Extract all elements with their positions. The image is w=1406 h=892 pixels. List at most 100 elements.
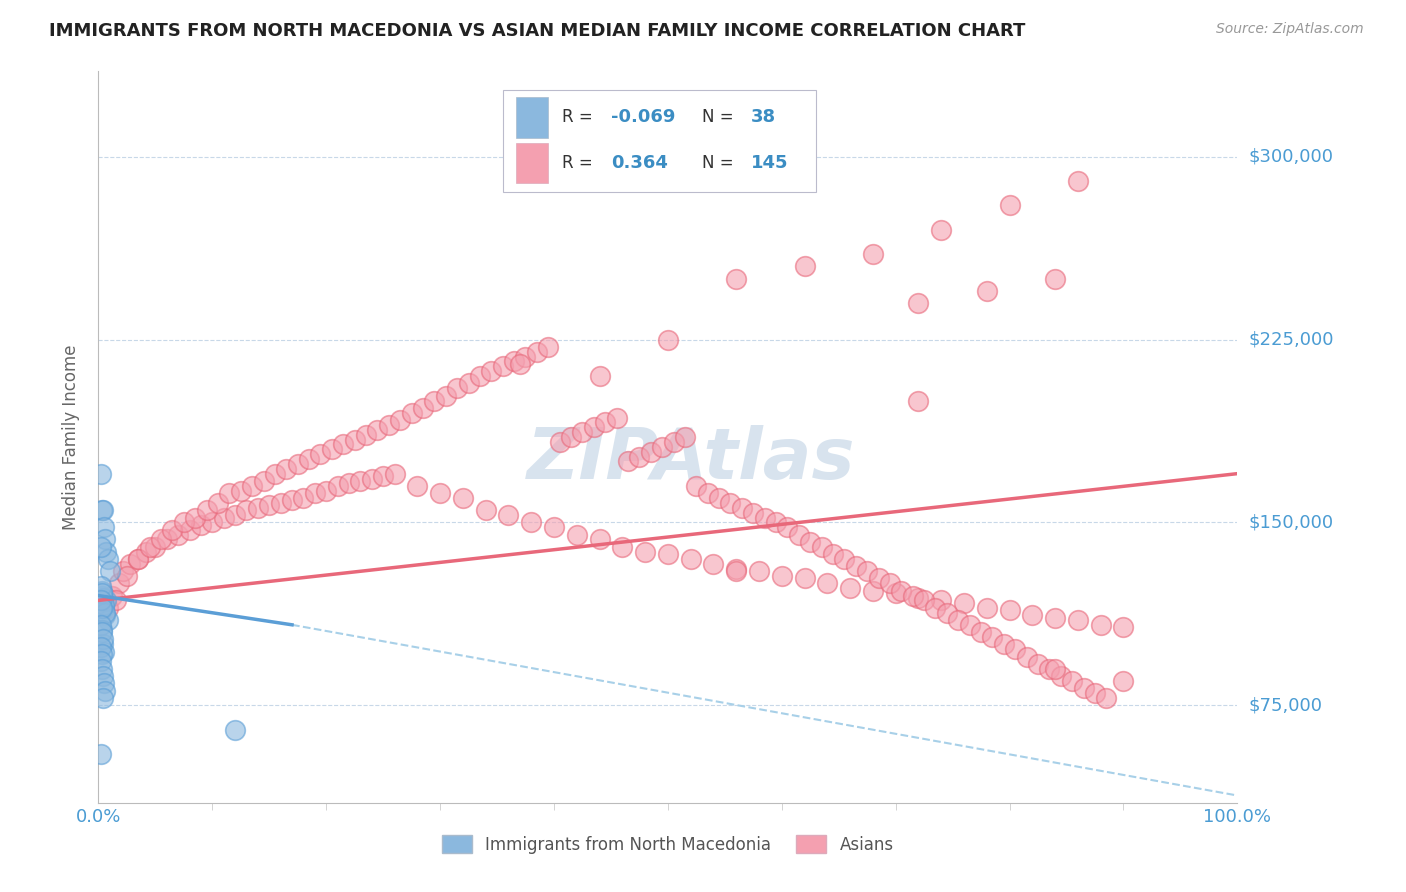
Point <box>1026 657 1049 671</box>
Point <box>91 503 114 517</box>
Point <box>90 583 112 598</box>
Text: 145: 145 <box>751 153 789 172</box>
Point <box>571 425 593 440</box>
Point <box>1062 673 1084 688</box>
Point <box>406 479 429 493</box>
Point <box>108 576 131 591</box>
Point <box>707 491 730 505</box>
Point <box>948 613 970 627</box>
Point <box>354 427 377 442</box>
Point <box>91 632 114 647</box>
Point <box>104 593 127 607</box>
Point <box>179 523 201 537</box>
Text: 0.364: 0.364 <box>612 153 668 172</box>
Point <box>240 479 263 493</box>
Point <box>839 581 862 595</box>
Point <box>862 247 884 261</box>
Point <box>1004 642 1026 657</box>
Point <box>94 608 117 623</box>
Point <box>246 500 269 515</box>
Point <box>195 503 218 517</box>
Point <box>548 434 571 449</box>
Point <box>127 552 149 566</box>
Point <box>93 600 115 615</box>
Point <box>834 552 856 566</box>
Point <box>1021 608 1043 623</box>
Point <box>856 564 879 578</box>
Point <box>91 669 114 683</box>
Point <box>1090 617 1112 632</box>
Point <box>776 520 799 534</box>
Point <box>252 474 274 488</box>
Point <box>582 420 605 434</box>
Point <box>90 623 112 637</box>
Point <box>998 198 1021 212</box>
Point <box>1067 174 1090 188</box>
Point <box>156 533 179 547</box>
Point <box>1043 271 1066 285</box>
Point <box>91 591 114 605</box>
Point <box>657 333 679 347</box>
Point <box>912 593 935 607</box>
Point <box>1043 610 1066 624</box>
Point <box>304 486 326 500</box>
Point <box>150 533 173 547</box>
Point <box>429 486 451 500</box>
Point <box>810 540 832 554</box>
Point <box>770 569 793 583</box>
Point <box>907 591 929 605</box>
Point <box>90 617 112 632</box>
Point <box>287 457 309 471</box>
Bar <box>516 97 548 137</box>
Point <box>96 544 118 558</box>
Point <box>315 483 337 498</box>
Text: $300,000: $300,000 <box>1249 148 1333 166</box>
Point <box>93 520 115 534</box>
Point <box>90 593 112 607</box>
Point <box>821 547 844 561</box>
Point <box>343 433 366 447</box>
Point <box>332 437 354 451</box>
Point <box>218 486 240 500</box>
Point <box>167 527 190 541</box>
Point <box>879 576 901 591</box>
Point <box>588 369 610 384</box>
Point <box>270 496 292 510</box>
Point <box>384 467 406 481</box>
Point <box>212 510 235 524</box>
Point <box>953 596 976 610</box>
Text: $225,000: $225,000 <box>1249 331 1334 349</box>
Point <box>120 557 142 571</box>
Point <box>503 354 526 368</box>
Point <box>298 452 321 467</box>
Point <box>815 576 838 591</box>
Point <box>498 508 520 522</box>
Point <box>94 533 117 547</box>
Point <box>468 369 491 384</box>
Point <box>588 533 610 547</box>
Point <box>90 503 112 517</box>
Point <box>378 417 401 432</box>
Point <box>754 510 776 524</box>
Point <box>593 416 616 430</box>
Point <box>606 410 628 425</box>
Point <box>725 271 748 285</box>
Point <box>515 350 537 364</box>
Point <box>479 364 502 378</box>
Point <box>765 516 787 530</box>
Point <box>976 600 998 615</box>
Point <box>309 447 332 461</box>
Point <box>1015 649 1038 664</box>
Point <box>360 471 382 485</box>
Point <box>1084 686 1107 700</box>
Text: -0.069: -0.069 <box>612 109 675 127</box>
Point <box>229 483 252 498</box>
Y-axis label: Median Family Income: Median Family Income <box>62 344 80 530</box>
Point <box>935 606 957 620</box>
Point <box>93 676 115 690</box>
Point <box>981 630 1004 644</box>
Point <box>451 491 474 505</box>
Point <box>190 517 212 532</box>
Point <box>1112 673 1135 688</box>
Point <box>1049 669 1071 683</box>
